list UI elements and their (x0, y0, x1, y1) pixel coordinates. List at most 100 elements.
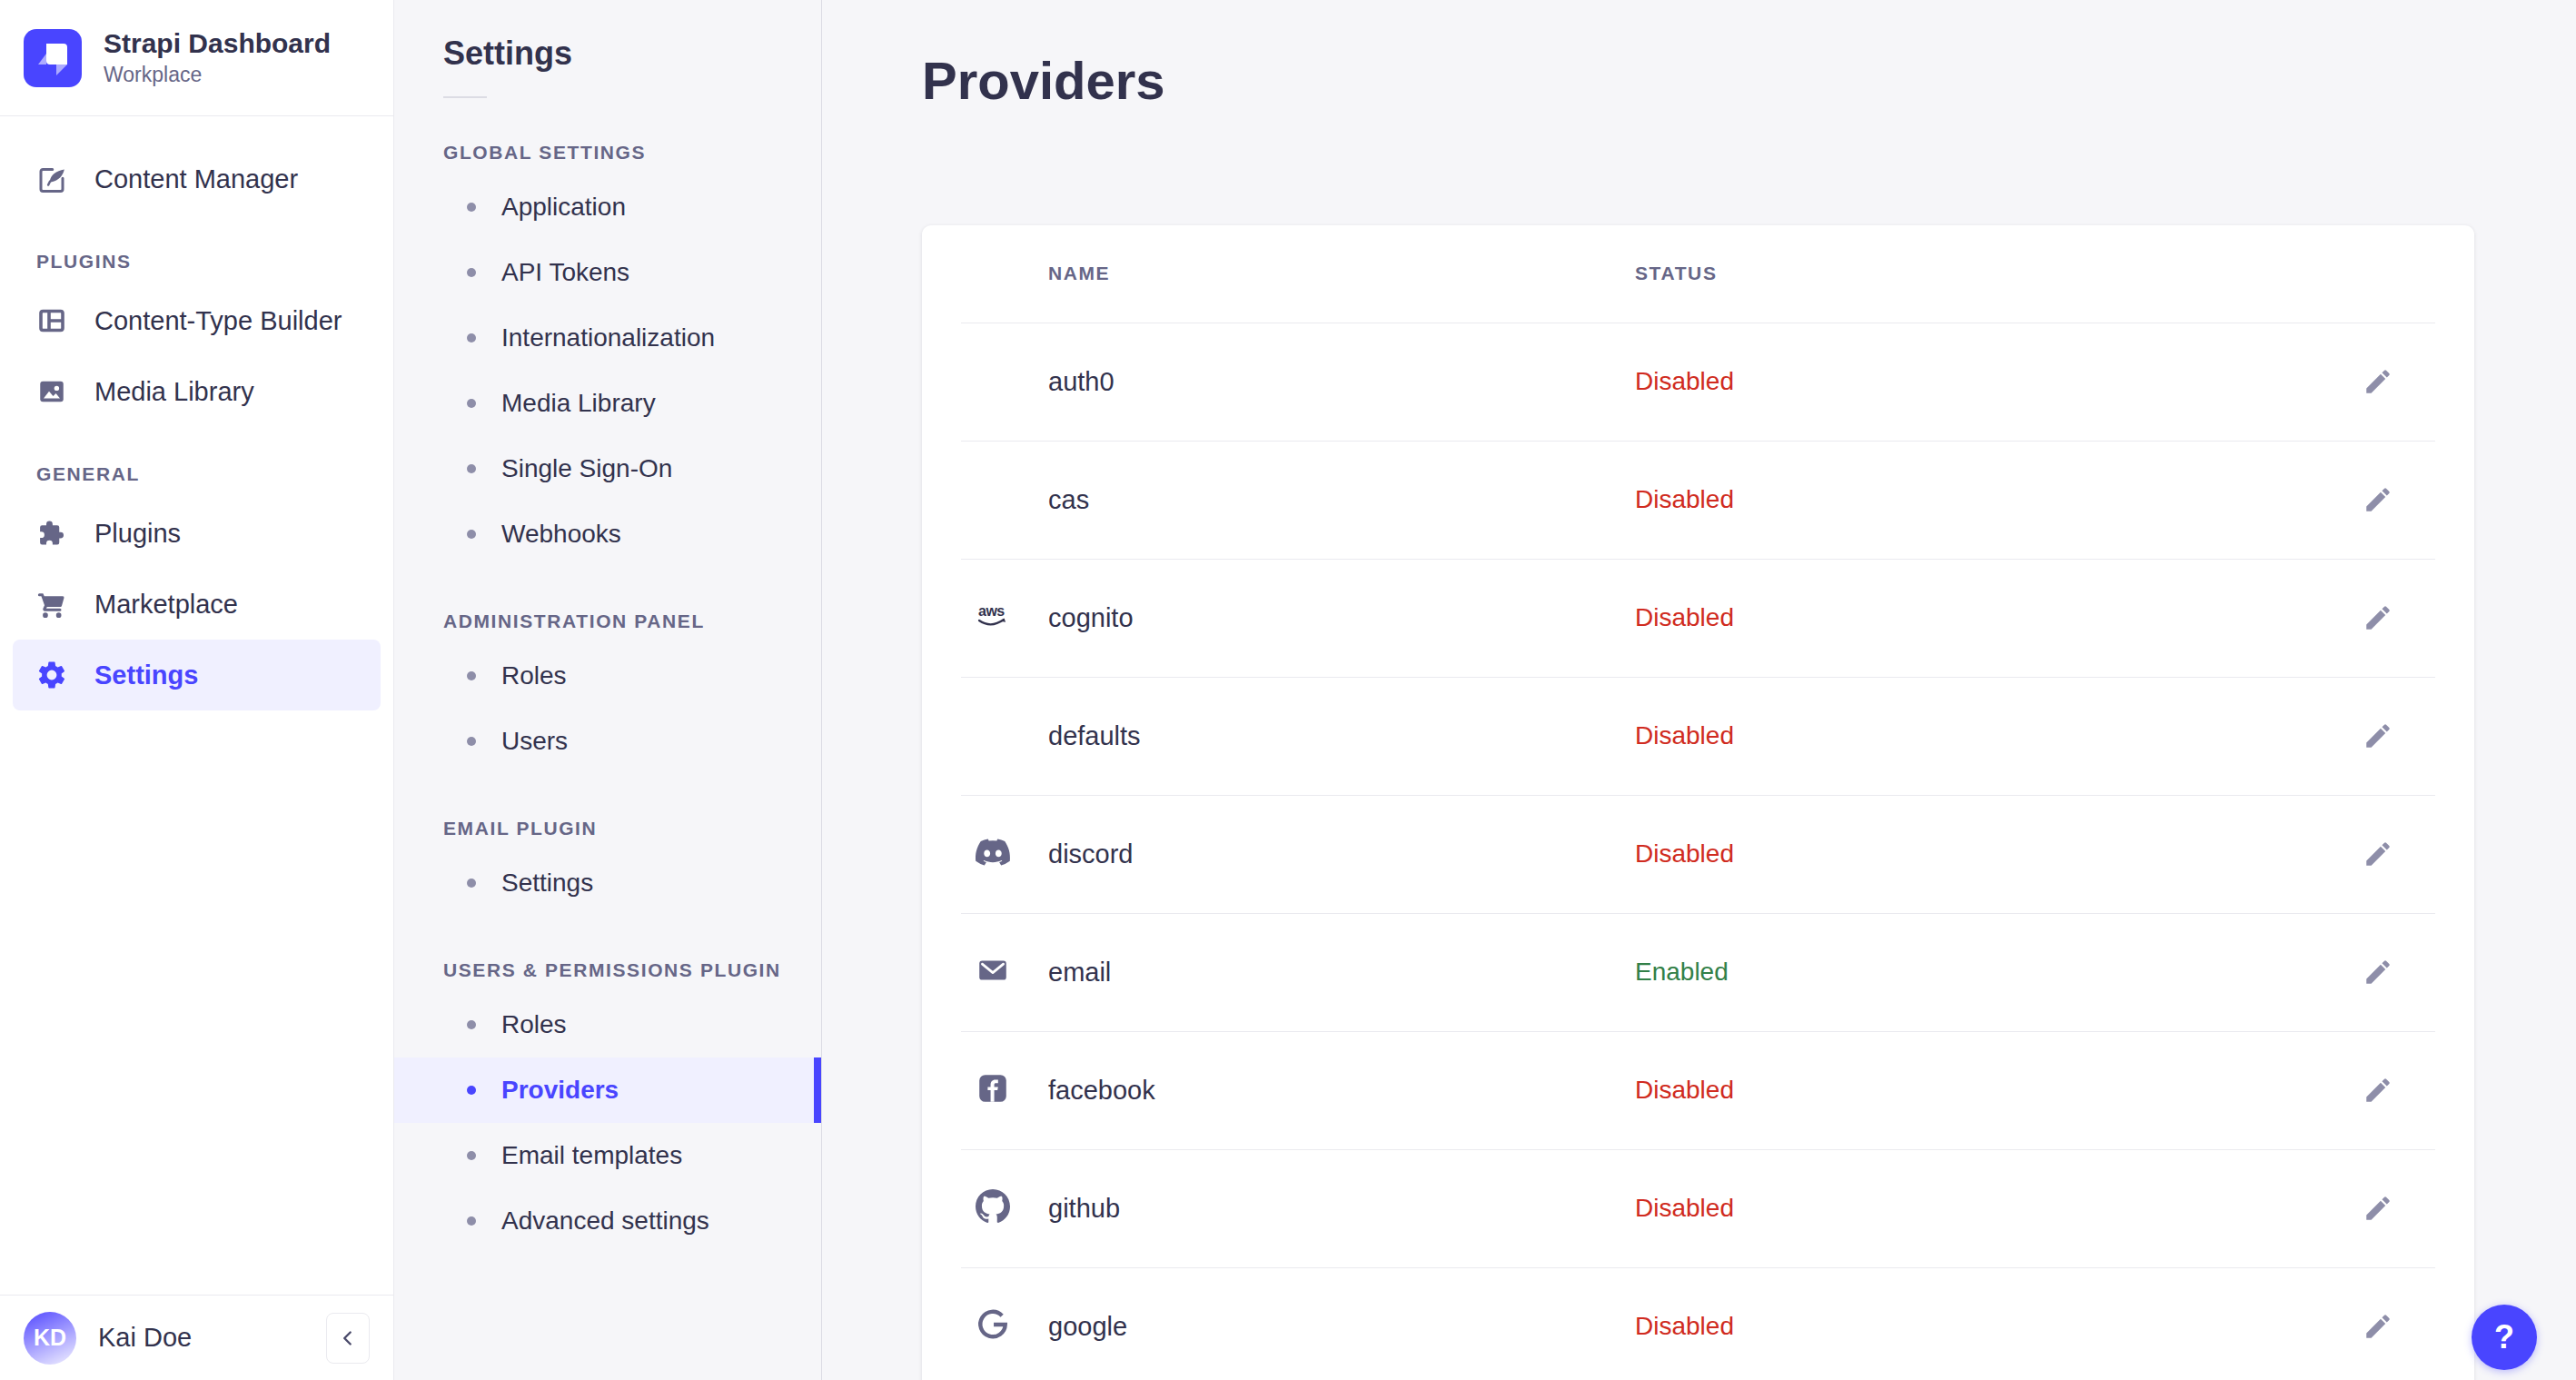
edit-provider-button[interactable] (2351, 957, 2405, 988)
provider-row-auth0: auth0 Disabled (961, 323, 2435, 442)
marketplace-icon (35, 588, 68, 621)
sidebar-item-content-manager[interactable]: Content Manager (13, 144, 381, 214)
bullet-icon (467, 268, 476, 277)
sidebar-item-content-type-builder[interactable]: Content-Type Builder (13, 285, 381, 356)
settings-nav-item-roles[interactable]: Roles (394, 992, 821, 1057)
provider-status: Disabled (1635, 1076, 2351, 1105)
discord-icon (975, 835, 1011, 873)
provider-status: Enabled (1635, 958, 2351, 987)
settings-nav-item-providers[interactable]: Providers (394, 1057, 821, 1123)
facebook-icon (975, 1071, 1011, 1109)
sidebar-item-label: Content Manager (94, 164, 298, 194)
settings-nav-item-api-tokens[interactable]: API Tokens (394, 240, 821, 305)
settings-sidebar: Settings GLOBAL SETTINGS Application API T… (394, 0, 822, 1380)
bullet-icon (467, 530, 476, 539)
main-sidebar: Strapi Dashboard Workplace Content Manag… (0, 0, 394, 1380)
bullet-icon (467, 203, 476, 212)
provider-row-github: github Disabled (961, 1150, 2435, 1268)
provider-name: google (1048, 1312, 1635, 1342)
marketplace-icon (35, 587, 69, 621)
settings-nav-item-application[interactable]: Application (394, 174, 821, 240)
settings-nav-item-label: Internationalization (501, 323, 715, 352)
settings-nav-item-label: API Tokens (501, 258, 629, 287)
bullet-icon (467, 1020, 476, 1029)
settings-nav-item-advanced-settings[interactable]: Advanced settings (394, 1188, 821, 1254)
strapi-logo (24, 29, 82, 87)
google-icon (975, 1307, 1011, 1345)
settings-nav-item-label: Media Library (501, 389, 656, 418)
provider-status: Disabled (1635, 839, 2351, 869)
sidebar-item-media-library[interactable]: Media Library (13, 356, 381, 427)
sidebar-item-label: Settings (94, 660, 198, 690)
edit-provider-button[interactable] (2351, 1311, 2405, 1342)
pencil-icon (2363, 366, 2393, 397)
settings-nav-item-media-library[interactable]: Media Library (394, 371, 821, 436)
provider-row-discord: discord Disabled (961, 796, 2435, 914)
provider-name: cognito (1048, 603, 1635, 633)
edit-provider-button[interactable] (2351, 366, 2405, 397)
chevron-left-icon (336, 1326, 360, 1350)
settings-nav-item-label: Webhooks (501, 520, 621, 549)
brand-text: Strapi Dashboard Workplace (104, 27, 331, 89)
settings-nav-sections: GLOBAL SETTINGS Application API Tokens Inte… (394, 142, 821, 1254)
settings-nav-item-roles[interactable]: Roles (394, 643, 821, 709)
pencil-icon (2363, 1311, 2393, 1342)
provider-icon-cell (975, 953, 1048, 991)
edit-provider-button[interactable] (2351, 720, 2405, 751)
email-icon (975, 953, 1011, 988)
settings-nav-item-email-templates[interactable]: Email templates (394, 1123, 821, 1188)
page-title: Providers (922, 51, 2576, 112)
provider-status: Disabled (1635, 603, 2351, 632)
content-type-builder-icon (35, 304, 68, 337)
bullet-icon (467, 333, 476, 343)
sidebar-section-label: GENERAL (36, 463, 381, 485)
edit-provider-button[interactable] (2351, 1193, 2405, 1224)
svg-text:aws: aws (978, 603, 1005, 619)
bullet-icon (467, 464, 476, 473)
aws-icon: aws (975, 599, 1011, 637)
settings-section-label: GLOBAL SETTINGS (443, 142, 821, 164)
pencil-icon (2363, 1193, 2393, 1224)
edit-provider-button[interactable] (2351, 839, 2405, 869)
content-manager-icon (35, 163, 68, 195)
settings-nav-item-single-sign-on[interactable]: Single Sign-On (394, 436, 821, 501)
settings-nav-item-label: Roles (501, 661, 567, 690)
provider-row-google: google Disabled (961, 1268, 2435, 1380)
media-library-icon (35, 374, 69, 409)
sidebar-item-plugins[interactable]: Plugins (13, 498, 381, 569)
settings-nav-item-users[interactable]: Users (394, 709, 821, 774)
content-type-builder-icon (35, 303, 69, 338)
provider-icon-cell (975, 1071, 1048, 1109)
github-icon (975, 1189, 1011, 1224)
avatar: KD (24, 1312, 76, 1365)
email-icon (975, 953, 1011, 991)
settings-nav-item-internationalization[interactable]: Internationalization (394, 305, 821, 371)
aws-icon: aws (975, 599, 1011, 633)
column-header-status: STATUS (1635, 263, 1717, 284)
sidebar-item-label: Marketplace (94, 590, 238, 620)
column-header-name: NAME (1048, 263, 1635, 284)
strapi-logo-icon (24, 29, 82, 87)
settings-nav-item-settings[interactable]: Settings (394, 850, 821, 916)
edit-provider-button[interactable] (2351, 602, 2405, 633)
divider (443, 96, 487, 98)
provider-status: Disabled (1635, 485, 2351, 514)
collapse-sidebar-button[interactable] (326, 1313, 370, 1364)
provider-status: Disabled (1635, 721, 2351, 750)
settings-nav-item-label: Advanced settings (501, 1206, 709, 1236)
providers-table-card: NAME STATUS auth0 Disabled cas Disabled … (922, 225, 2474, 1380)
provider-status: Disabled (1635, 1312, 2351, 1341)
user-name: Kai Doe (98, 1323, 192, 1353)
provider-row-defaults: defaults Disabled (961, 678, 2435, 796)
pencil-icon (2363, 602, 2393, 633)
sidebar-item-settings[interactable]: Settings (13, 640, 381, 710)
sidebar-item-label: Media Library (94, 377, 254, 407)
provider-status: Disabled (1635, 367, 2351, 396)
settings-nav-item-webhooks[interactable]: Webhooks (394, 501, 821, 567)
edit-provider-button[interactable] (2351, 484, 2405, 515)
sidebar-item-marketplace[interactable]: Marketplace (13, 569, 381, 640)
settings-section-items: Settings (394, 850, 821, 916)
settings-nav-item-label: Email templates (501, 1141, 682, 1170)
edit-provider-button[interactable] (2351, 1075, 2405, 1106)
help-button[interactable]: ? (2472, 1305, 2537, 1370)
